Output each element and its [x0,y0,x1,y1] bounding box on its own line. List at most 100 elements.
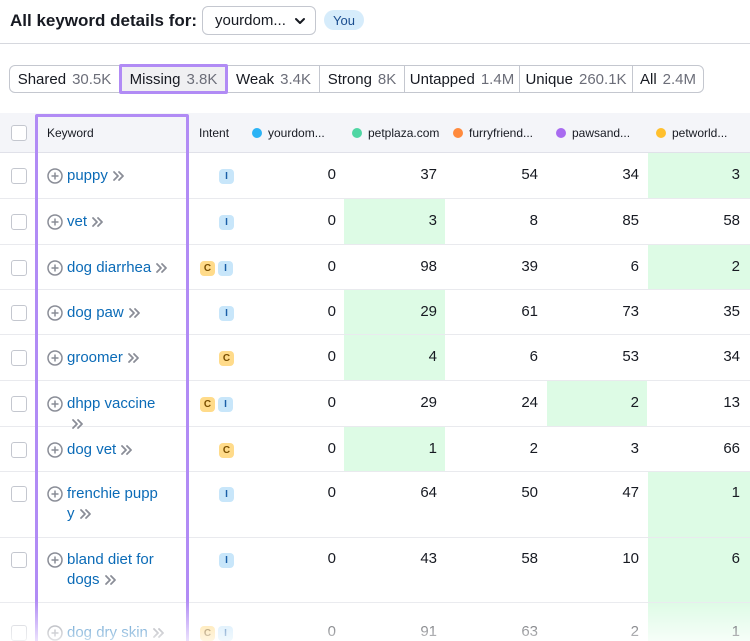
position-value: 50 [521,484,538,501]
tab-count: 30.5K [72,70,112,88]
intent-informational-badge: I [219,553,234,568]
keyword-details-chevron-icon[interactable] [127,352,141,364]
table-row: vet I 0 3 8 85 58 [0,199,750,245]
table-row: dog paw I 0 29 61 73 35 [0,290,750,335]
column-header-domain[interactable]: petplaza.com [352,113,439,153]
keyword-details-chevron-icon[interactable] [71,418,85,430]
intent-badges: C [219,443,234,458]
keyword-link[interactable]: vet [67,212,172,232]
position-value: 0 [327,484,336,501]
keyword-link[interactable]: dog paw [67,303,172,323]
row-checkbox[interactable] [11,168,27,184]
keyword-details-chevron-icon[interactable] [128,307,142,319]
intent-informational-badge: I [218,397,233,412]
position-value: 2 [630,623,639,640]
add-keyword-icon[interactable] [47,552,63,568]
position-value: 6 [630,258,639,275]
intent-commercial-badge: C [219,351,234,366]
position-value: 34 [723,348,740,365]
tab-unique[interactable]: Unique 260.1K [520,66,633,92]
keyword-cell: dhpp vaccine [46,381,186,429]
intent-informational-badge: I [219,306,234,321]
keyword-text: dogs [67,571,100,588]
domain-color-dot-icon [252,128,262,138]
keyword-link[interactable]: puppy [67,166,172,186]
row-checkbox[interactable] [11,625,27,641]
position-value: 58 [723,212,740,229]
add-keyword-icon[interactable] [47,442,63,458]
keyword-link[interactable]: groomer [67,348,172,368]
select-all-checkbox[interactable] [11,125,27,141]
keyword-details-chevron-icon[interactable] [104,574,118,586]
keyword-details-chevron-icon[interactable] [120,444,134,456]
position-value: 66 [723,440,740,457]
position-value: 0 [327,550,336,567]
position-value: 37 [420,166,437,183]
keyword-details-chevron-icon[interactable] [152,627,166,639]
chevron-down-icon [295,18,305,24]
row-checkbox[interactable] [11,552,27,568]
position-value: 58 [521,550,538,567]
add-keyword-icon[interactable] [47,486,63,502]
row-checkbox[interactable] [11,350,27,366]
keyword-details-chevron-icon[interactable] [112,170,126,182]
tab-count: 1.4M [480,70,515,88]
position-value: 13 [723,394,740,411]
add-keyword-icon[interactable] [47,625,63,641]
keyword-cell: groomer [46,335,186,381]
add-keyword-icon[interactable] [47,168,63,184]
intent-commercial-badge: C [200,261,215,276]
add-keyword-icon[interactable] [47,214,63,230]
tab-all[interactable]: All 2.4M [633,66,703,92]
tab-shared[interactable]: Shared 30.5K [10,66,120,92]
keyword-text: vet [67,213,88,230]
keyword-details-chevron-icon[interactable] [155,262,169,274]
keyword-cell: frenchie pupp y [46,472,186,538]
add-keyword-icon[interactable] [47,305,63,321]
add-keyword-icon[interactable] [47,396,63,412]
column-header-domain[interactable]: petworld... [656,113,727,153]
position-value: 3 [428,212,437,229]
position-value: 10 [622,550,639,567]
tab-strong[interactable]: Strong 8K [320,66,405,92]
tab-count: 3.4K [280,70,311,88]
column-header-keyword[interactable]: Keyword [47,126,94,140]
tab-label: All [639,70,657,88]
domain-select[interactable]: yourdom... [202,6,316,35]
row-checkbox[interactable] [11,442,27,458]
keyword-details-chevron-icon[interactable] [79,508,93,520]
tab-weak[interactable]: Weak 3.4K [228,66,320,92]
tab-untapped[interactable]: Untapped 1.4M [405,66,520,92]
competitor-best-cell [344,199,445,244]
keyword-text: y [67,505,75,522]
keyword-link[interactable]: dog vet [67,440,172,460]
tab-label: Strong [327,70,372,88]
row-checkbox[interactable] [11,260,27,276]
keyword-link[interactable]: dog diarrhea [67,258,172,278]
keyword-link[interactable]: bland diet for dogs [67,550,172,590]
add-keyword-icon[interactable] [47,260,63,276]
row-checkbox[interactable] [11,396,27,412]
tab-count: 2.4M [662,70,697,88]
column-header-domain[interactable]: yourdom... [252,113,325,153]
keyword-link[interactable]: dog dry skin [67,623,172,641]
row-checkbox[interactable] [11,305,27,321]
tab-missing[interactable]: Missing 3.8K [119,64,228,94]
column-header-domain[interactable]: pawsand... [556,113,630,153]
position-value: 0 [327,212,336,229]
keyword-details-chevron-icon[interactable] [91,216,105,228]
row-checkbox[interactable] [11,486,27,502]
position-value: 8 [529,212,538,229]
add-keyword-icon[interactable] [47,350,63,366]
keyword-link[interactable]: frenchie pupp y [67,484,172,524]
intent-badges: I [219,553,234,568]
column-header-domain[interactable]: furryfriend... [453,113,533,153]
row-checkbox[interactable] [11,214,27,230]
table-row: puppy I 0 37 54 34 3 [0,153,750,199]
intent-informational-badge: I [219,487,234,502]
column-header-intent[interactable]: Intent [199,126,230,140]
keyword-link[interactable]: dhpp vaccine [67,394,172,434]
keyword-table: Keyword Intent yourdom... petplaza.com fur… [0,113,750,641]
